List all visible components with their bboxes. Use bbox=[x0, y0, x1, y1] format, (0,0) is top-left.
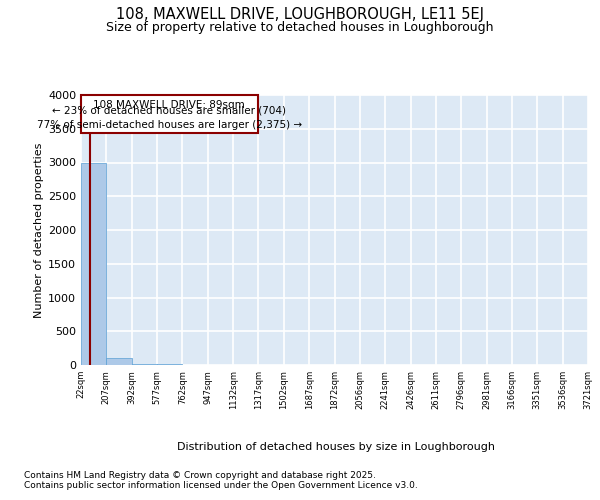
Text: Size of property relative to detached houses in Loughborough: Size of property relative to detached ho… bbox=[106, 21, 494, 34]
Y-axis label: Number of detached properties: Number of detached properties bbox=[34, 142, 44, 318]
Bar bbox=[81, 162, 106, 365]
Text: Contains public sector information licensed under the Open Government Licence v3: Contains public sector information licen… bbox=[24, 481, 418, 490]
Text: ← 23% of detached houses are smaller (704): ← 23% of detached houses are smaller (70… bbox=[52, 106, 286, 116]
Bar bbox=[157, 364, 182, 365]
Text: 77% of semi-detached houses are larger (2,375) →: 77% of semi-detached houses are larger (… bbox=[37, 120, 302, 130]
Text: 108, MAXWELL DRIVE, LOUGHBOROUGH, LE11 5EJ: 108, MAXWELL DRIVE, LOUGHBOROUGH, LE11 5… bbox=[116, 8, 484, 22]
Bar bbox=[132, 364, 157, 365]
Text: Distribution of detached houses by size in Loughborough: Distribution of detached houses by size … bbox=[177, 442, 495, 452]
Text: 108 MAXWELL DRIVE: 89sqm: 108 MAXWELL DRIVE: 89sqm bbox=[94, 100, 245, 110]
Bar bbox=[106, 358, 132, 365]
Text: Contains HM Land Registry data © Crown copyright and database right 2025.: Contains HM Land Registry data © Crown c… bbox=[24, 472, 376, 480]
FancyBboxPatch shape bbox=[81, 95, 257, 134]
